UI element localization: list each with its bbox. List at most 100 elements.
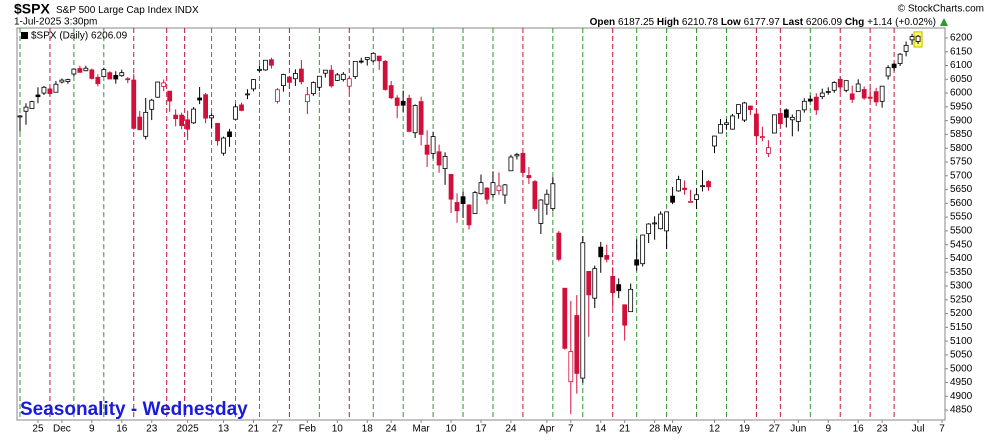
candle-body (304, 94, 310, 103)
candle-body (616, 284, 622, 292)
x-tick-label: 17 (475, 424, 487, 435)
candle-body (628, 288, 634, 313)
plot (17, 28, 923, 420)
x-tick-label: 24 (505, 424, 517, 435)
candle-body (215, 122, 220, 142)
low-label: Low (721, 17, 741, 28)
candle-body (759, 136, 765, 139)
x-tick-label: 7 (939, 424, 945, 435)
candle-body (257, 68, 262, 71)
candle-body (89, 69, 95, 79)
candle-body (316, 75, 322, 88)
candle-body (245, 93, 250, 96)
candle-body (472, 192, 478, 214)
x-tick-label: Jun (790, 424, 806, 435)
candle-body (795, 110, 801, 122)
high-value: 6210.78 (682, 17, 719, 28)
candle-body (813, 96, 819, 111)
x-tick-label: 7 (568, 424, 574, 435)
candle-body (514, 154, 520, 157)
candle-body (227, 131, 232, 138)
candle-body (35, 94, 41, 98)
chart-title: Seasonality - Wednesday (20, 399, 248, 420)
y-tick-label: 4950 (950, 377, 973, 388)
copyright: © StockCharts.com (898, 4, 984, 15)
candle-body (478, 182, 484, 195)
x-tick-label: 25 (32, 424, 44, 435)
candle-body (161, 82, 167, 87)
symbol: $SPX (14, 1, 50, 17)
candle-body (47, 88, 53, 95)
candle-body (538, 199, 544, 224)
x-tick-label: 2025 (177, 424, 200, 435)
candle-body (83, 67, 89, 72)
low-value: 6177.97 (744, 17, 781, 28)
candle-body (891, 63, 897, 69)
candle-body (831, 82, 837, 91)
candle-body (149, 99, 155, 110)
candle-body (41, 86, 47, 94)
y-tick-label: 5300 (950, 281, 973, 292)
candle-body (670, 195, 675, 203)
candle-body (442, 156, 448, 169)
y-tick-label: 6150 (950, 46, 973, 57)
y-tick-label: 5150 (950, 322, 973, 333)
candle-body (221, 137, 226, 154)
candle-body (53, 83, 59, 93)
y-tick-label: 5200 (950, 308, 973, 319)
candle-body (736, 104, 741, 114)
quote: Open 6187.25 High 6210.78 Low 6177.97 La… (590, 17, 936, 28)
candle-body (718, 124, 723, 134)
candle-body (281, 74, 286, 87)
x-tick-label: 28 (649, 424, 661, 435)
x-tick-label: 27 (769, 424, 781, 435)
y-tick-label: 5050 (950, 350, 973, 361)
candle-body (197, 97, 203, 101)
candle-body (897, 53, 903, 64)
candle-body (580, 242, 586, 379)
candle-body (706, 181, 711, 188)
y-tick-label: 5950 (950, 101, 973, 112)
candle-body (269, 59, 274, 66)
chg-label: Chg (845, 17, 864, 28)
candle-body (873, 91, 879, 103)
y-tick-label: 5500 (950, 226, 973, 237)
candle-body (131, 79, 137, 129)
candle-body (376, 55, 382, 62)
y-tick-label: 6000 (950, 88, 973, 99)
legend-swatch (21, 32, 28, 39)
candle-body (251, 79, 256, 90)
candle-body (310, 82, 316, 95)
candle-body (203, 94, 208, 119)
x-tick-label: 16 (853, 424, 865, 435)
y-tick-label: 5550 (950, 212, 973, 223)
legend: $SPX (Daily) 6206.09 (31, 31, 128, 42)
candle-body (592, 268, 598, 299)
candle-body (742, 102, 747, 121)
x-tick-label: Apr (539, 424, 555, 435)
candle-body (412, 105, 418, 134)
candle-body (909, 36, 915, 41)
x-tick-label: Jul (912, 424, 925, 435)
x-tick-label: 23 (146, 424, 158, 435)
candle-body (724, 122, 729, 125)
y-tick-label: 5650 (950, 184, 973, 195)
candle-body (209, 115, 214, 119)
candle-body (113, 75, 119, 80)
candle-body (915, 35, 921, 42)
candle-body (185, 119, 191, 130)
candle-body (819, 92, 825, 98)
y-tick-label: 5700 (950, 170, 973, 181)
candle-body (867, 96, 873, 99)
y-tick-label: 5800 (950, 143, 973, 154)
x-tick-label: 10 (332, 424, 344, 435)
candle-body (430, 136, 436, 154)
x-tick-label: 16 (116, 424, 128, 435)
candle-body (646, 223, 652, 235)
y-tick-label: 4900 (950, 391, 973, 402)
candle-body (263, 59, 268, 71)
candle-body (233, 106, 238, 120)
candle-body (903, 44, 909, 52)
